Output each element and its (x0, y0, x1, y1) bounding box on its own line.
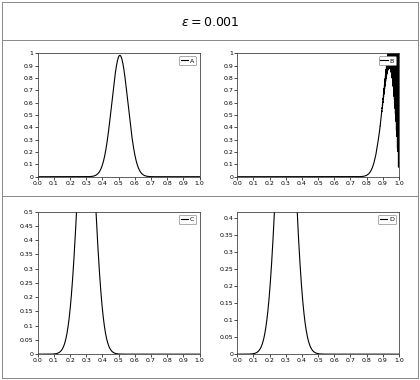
Legend: B: B (378, 56, 396, 65)
Legend: D: D (378, 215, 396, 224)
Text: $\varepsilon = 0.001$: $\varepsilon = 0.001$ (181, 16, 239, 29)
Legend: C: C (179, 215, 197, 224)
Legend: A: A (179, 56, 197, 65)
